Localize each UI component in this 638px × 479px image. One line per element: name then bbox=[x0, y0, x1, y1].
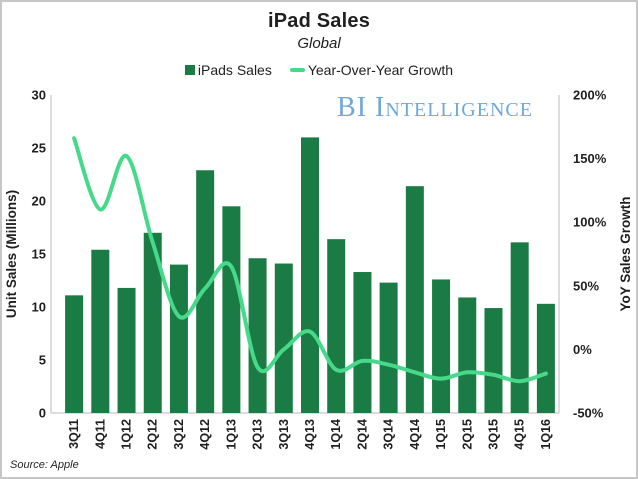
legend-item-yoy-growth: Year-Over-Year Growth bbox=[289, 62, 454, 78]
x-axis-tick-label: 4Q14 bbox=[408, 419, 422, 450]
sales-bar bbox=[510, 242, 529, 413]
sales-bar bbox=[405, 186, 424, 413]
x-axis-tick-label: 3Q14 bbox=[382, 419, 396, 450]
x-axis-tick-label: 1Q15 bbox=[434, 419, 448, 450]
left-axis-tick-label: 10 bbox=[32, 300, 46, 315]
sales-bar bbox=[484, 308, 503, 413]
left-axis-title: Unit Sales (Millions) bbox=[4, 190, 19, 318]
x-axis-tick-label: 2Q14 bbox=[355, 419, 369, 450]
x-axis-tick-label: 2Q12 bbox=[146, 419, 160, 450]
left-axis-tick-label: 30 bbox=[32, 88, 46, 103]
sales-bar bbox=[222, 206, 241, 413]
right-axis-tick-label: 0% bbox=[573, 342, 592, 357]
x-axis-tick-label: 2Q13 bbox=[251, 419, 265, 450]
x-axis-tick-label: 4Q12 bbox=[198, 419, 212, 450]
sales-bar bbox=[143, 232, 162, 413]
sales-bar bbox=[169, 264, 188, 413]
x-axis-tick-label: 1Q13 bbox=[224, 419, 238, 450]
x-axis-tick-label: 3Q13 bbox=[277, 419, 291, 450]
right-axis-tick-label: -50% bbox=[573, 406, 604, 421]
line-swatch-icon bbox=[289, 68, 305, 72]
sales-bar bbox=[353, 272, 372, 413]
sales-bar bbox=[91, 249, 110, 413]
legend-label-yoy-growth: Year-Over-Year Growth bbox=[307, 62, 454, 78]
x-axis-tick-label: 4Q15 bbox=[513, 419, 527, 450]
x-axis-tick-label: 3Q12 bbox=[172, 419, 186, 450]
sales-bar bbox=[274, 263, 293, 413]
right-axis-tick-label: 200% bbox=[573, 88, 607, 103]
x-axis-tick-label: 1Q14 bbox=[329, 419, 343, 450]
source-note: Source: Apple bbox=[10, 459, 79, 471]
sales-bar bbox=[379, 282, 398, 413]
legend: iPads Sales Year-Over-Year Growth bbox=[2, 62, 636, 78]
sales-bar bbox=[536, 303, 555, 413]
right-axis-tick-label: 50% bbox=[573, 278, 599, 293]
x-axis-tick-label: 3Q11 bbox=[67, 419, 81, 449]
sales-bar bbox=[432, 279, 451, 413]
sales-bar bbox=[458, 297, 477, 413]
left-axis-tick-label: 25 bbox=[32, 141, 46, 156]
yoy-growth-line bbox=[72, 136, 548, 384]
legend-item-ipads-sales: iPads Sales bbox=[184, 62, 272, 78]
right-axis-title: YoY Sales Growth bbox=[618, 196, 633, 311]
watermark: BI Intelligence bbox=[337, 92, 533, 123]
right-axis-tick-label: 100% bbox=[573, 215, 607, 230]
left-axis-tick-label: 20 bbox=[32, 194, 46, 209]
x-axis-tick-label: 2Q15 bbox=[460, 419, 474, 450]
left-axis-tick-label: 0 bbox=[39, 406, 46, 421]
sales-bar bbox=[301, 137, 319, 413]
sales-bar bbox=[196, 170, 215, 413]
x-axis-tick-label: 3Q15 bbox=[486, 419, 500, 450]
legend-label-ipads-sales: iPads Sales bbox=[197, 62, 272, 78]
sales-bar bbox=[65, 295, 84, 413]
bar-swatch-icon bbox=[184, 65, 195, 75]
sales-bar bbox=[117, 287, 136, 413]
sales-bar bbox=[248, 258, 267, 413]
left-axis-tick-label: 15 bbox=[32, 247, 46, 262]
left-axis-tick-label: 5 bbox=[39, 353, 46, 368]
x-axis-tick-label: 4Q13 bbox=[303, 419, 317, 450]
chart-subtitle: Global bbox=[297, 35, 341, 52]
chart-title: iPad Sales bbox=[267, 10, 371, 32]
x-axis-tick-label: 1Q12 bbox=[120, 419, 134, 450]
x-axis-tick-label: 4Q11 bbox=[93, 419, 107, 449]
x-axis-tick-label: 1Q16 bbox=[539, 419, 553, 450]
right-axis-tick-label: 150% bbox=[573, 151, 607, 166]
sales-bar bbox=[327, 239, 346, 413]
